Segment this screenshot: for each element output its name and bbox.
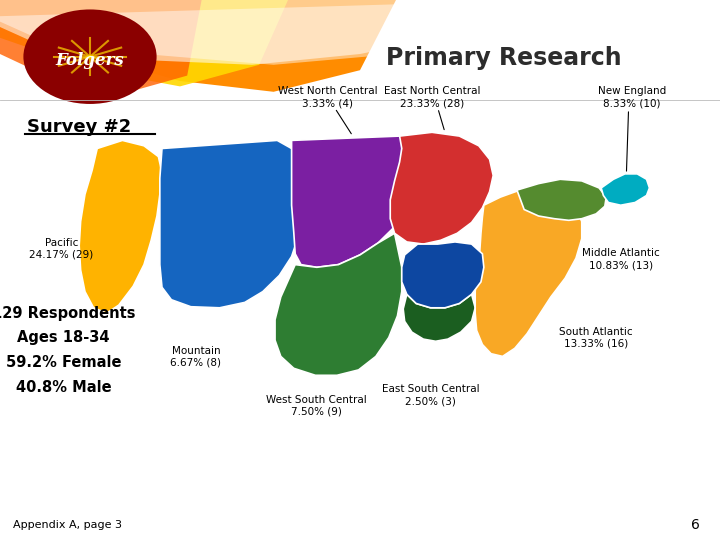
Polygon shape — [403, 294, 475, 341]
Text: Primary Research: Primary Research — [386, 46, 622, 70]
Polygon shape — [402, 242, 484, 308]
Text: 40.8% Male: 40.8% Male — [16, 380, 111, 395]
Text: 6: 6 — [691, 518, 700, 532]
Text: Appendix A, page 3: Appendix A, page 3 — [13, 520, 122, 530]
Text: Mountain
6.67% (8): Mountain 6.67% (8) — [171, 346, 221, 367]
Text: Folgers: Folgers — [55, 52, 125, 69]
Text: 59.2% Female: 59.2% Female — [6, 355, 121, 370]
Polygon shape — [0, 0, 504, 65]
Text: New England
8.33% (10): New England 8.33% (10) — [598, 86, 666, 108]
Text: Pacific
24.17% (29): Pacific 24.17% (29) — [29, 238, 94, 259]
Polygon shape — [390, 132, 493, 244]
Polygon shape — [517, 179, 606, 220]
Polygon shape — [292, 136, 416, 267]
Text: Ages 18-34: Ages 18-34 — [17, 330, 109, 345]
Bar — [0, 0, 720, 97]
Text: East South Central
2.50% (3): East South Central 2.50% (3) — [382, 384, 480, 406]
Polygon shape — [0, 0, 540, 65]
Text: South Atlantic
13.33% (16): South Atlantic 13.33% (16) — [559, 327, 633, 348]
Text: West North Central
3.33% (4): West North Central 3.33% (4) — [278, 86, 377, 108]
Polygon shape — [475, 190, 582, 356]
Polygon shape — [275, 233, 402, 375]
Polygon shape — [79, 140, 162, 313]
Text: Middle Atlantic
10.83% (13): Middle Atlantic 10.83% (13) — [582, 248, 660, 270]
Ellipse shape — [24, 10, 157, 104]
Polygon shape — [601, 174, 649, 205]
Polygon shape — [160, 140, 302, 308]
Polygon shape — [0, 0, 202, 92]
Text: West South Central
7.50% (9): West South Central 7.50% (9) — [266, 395, 367, 417]
Polygon shape — [0, 0, 288, 86]
Text: East North Central
23.33% (28): East North Central 23.33% (28) — [384, 86, 480, 108]
Polygon shape — [0, 0, 396, 92]
Text: Survey #2: Survey #2 — [27, 118, 132, 136]
Text: 129 Respondents: 129 Respondents — [0, 306, 135, 321]
